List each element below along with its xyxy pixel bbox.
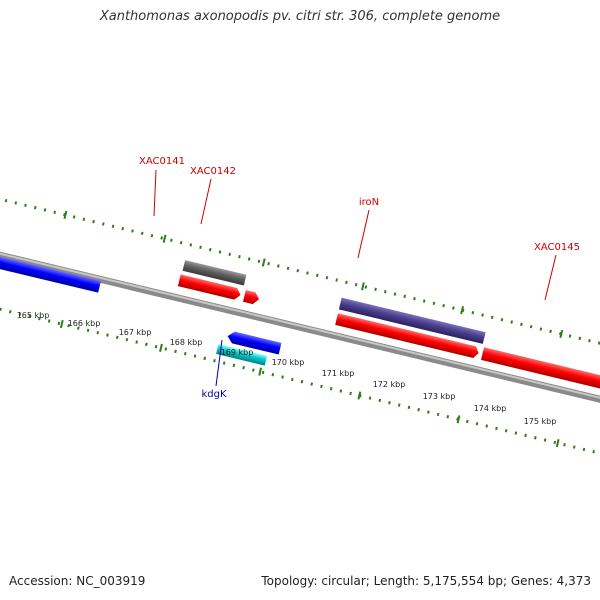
gene-iron-coding[interactable] — [335, 313, 480, 359]
tick-label: 165 kbp — [17, 311, 50, 320]
tick-label: 175 kbp — [524, 417, 557, 426]
lower-tick-row — [0, 302, 600, 458]
tick-label: 168 kbp — [170, 338, 203, 347]
tick-label: 174 kbp — [474, 404, 507, 413]
genome-summary-text: Topology: circular; Length: 5,175,554 bp… — [261, 574, 591, 588]
gene-iron[interactable] — [338, 297, 486, 344]
iron-callout — [357, 209, 370, 259]
tick-label: 169 kbp — [221, 348, 254, 357]
tick-label: 173 kbp — [423, 392, 456, 401]
gene-label-iron: iroN — [359, 197, 379, 208]
gene-label-xac0141: XAC0141 — [139, 156, 185, 167]
xac0142-callout — [200, 178, 212, 225]
genome-backbone — [0, 247, 600, 414]
tick-label: 167 kbp — [119, 328, 152, 337]
gene-xac0142-b[interactable] — [243, 290, 260, 305]
xac0141-callout — [153, 169, 157, 217]
gene-label-xac0142: XAC0142 — [190, 166, 236, 177]
page-title: Xanthomonas axonopodis pv. citri str. 30… — [99, 9, 501, 24]
gene-xac0141[interactable] — [182, 260, 247, 286]
tick-label: 170 kbp — [272, 358, 305, 367]
gene-xac0145[interactable] — [481, 347, 600, 402]
gene-kdgk[interactable] — [216, 344, 268, 366]
tick-label: 171 kbp — [322, 369, 355, 378]
tick-label: 172 kbp — [373, 380, 406, 389]
xac0145-callout — [544, 254, 557, 301]
tick-label: 166 kbp — [68, 319, 101, 328]
kdgk-callout — [215, 339, 223, 387]
gene-label-kdgk: kdgK — [201, 389, 226, 400]
accession-text: Accession: NC_003919 — [9, 574, 146, 588]
gene-xac0142-a[interactable] — [177, 274, 242, 300]
gene-blue-mid[interactable] — [226, 330, 282, 355]
gene-label-xac0145: XAC0145 — [534, 242, 580, 253]
gene-blue-left[interactable] — [0, 252, 101, 293]
upper-tick-row — [4, 198, 600, 354]
